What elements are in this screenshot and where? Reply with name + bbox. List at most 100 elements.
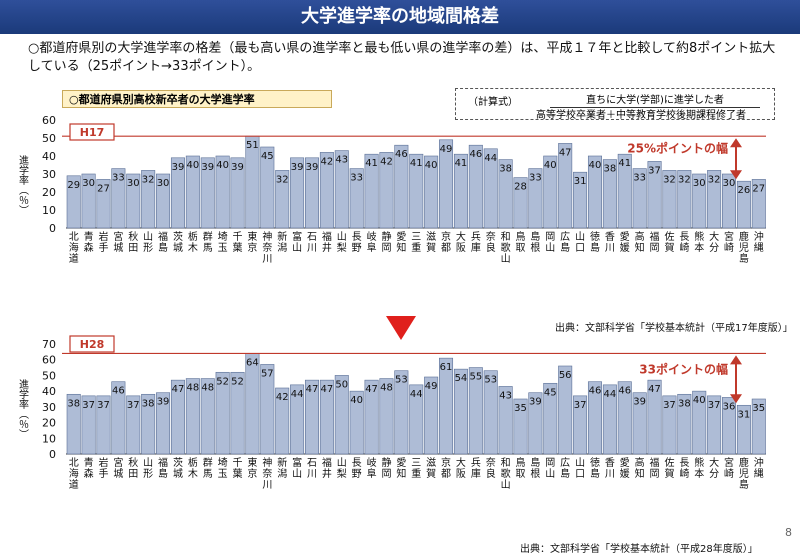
source-h17: 出典：文部科学省「学校基本統計（平成17年度版）」 — [555, 323, 793, 334]
bar — [185, 378, 200, 455]
data-label: 39 — [306, 162, 319, 173]
data-label: 32 — [678, 174, 691, 185]
data-label: 32 — [276, 174, 289, 185]
bar — [751, 398, 766, 455]
formula-box: （計算式） 直ちに大学(学部)に進学した者 高等学校卒業者＋中等教育学校後期課程… — [455, 88, 775, 121]
data-label: 41 — [365, 158, 378, 169]
bar — [275, 387, 290, 455]
data-label: 39 — [201, 162, 214, 173]
y-tick-label: 70 — [42, 338, 56, 351]
data-label: 46 — [469, 149, 482, 160]
data-label: 47 — [559, 147, 572, 158]
y-axis-label: 進学率（％） — [17, 379, 29, 439]
bar — [409, 153, 424, 229]
data-label: 49 — [440, 144, 453, 155]
bar — [126, 173, 141, 229]
data-label: 32 — [663, 174, 676, 185]
category-label: 宮崎 — [724, 456, 734, 480]
bar — [736, 180, 751, 229]
data-label: 37 — [663, 400, 676, 411]
data-label: 26 — [738, 185, 751, 196]
category-label: 福岡 — [650, 230, 660, 254]
y-tick-label: 30 — [42, 168, 56, 181]
category-label: 宮城 — [113, 456, 123, 480]
category-label: 群馬 — [203, 456, 213, 480]
category-label: 高知 — [635, 230, 645, 254]
data-label: 30 — [127, 178, 140, 189]
bar — [662, 395, 677, 455]
category-label: 長崎 — [679, 231, 689, 254]
bar — [513, 177, 528, 229]
y-tick-label: 20 — [42, 186, 56, 199]
data-label: 47 — [306, 384, 319, 395]
y-tick-label: 60 — [42, 114, 56, 127]
category-label: 千葉 — [233, 457, 243, 480]
data-label: 55 — [469, 372, 482, 383]
category-label: 福岡 — [650, 456, 660, 480]
category-label: 大阪 — [456, 230, 466, 254]
category-label: 大分 — [709, 456, 719, 480]
category-label: 鹿児島 — [739, 230, 749, 265]
data-label: 40 — [216, 160, 229, 171]
data-label: 44 — [484, 153, 497, 164]
summary-note: ○都道府県別の大学進学率の格差（最も高い県の進学率と最も低い県の進学率の差）は、… — [28, 41, 776, 74]
category-label: 島根 — [530, 230, 540, 254]
y-axis-label: 進学率（％） — [17, 155, 29, 215]
bar — [304, 157, 319, 229]
gap-arrow-head-up — [730, 138, 742, 148]
bar — [156, 392, 171, 455]
category-label: 奈良 — [486, 456, 496, 480]
data-label: 40 — [425, 160, 438, 171]
category-label: 愛媛 — [620, 456, 630, 480]
bar — [424, 155, 439, 229]
data-label: 57 — [261, 368, 274, 379]
category-label: 徳島 — [590, 456, 600, 480]
bar — [260, 146, 275, 229]
data-label: 33 — [529, 173, 542, 184]
category-label: 滋賀 — [426, 456, 436, 480]
bar — [513, 398, 528, 455]
data-label: 29 — [67, 180, 80, 191]
bar — [707, 170, 722, 229]
category-label: 秋田 — [128, 230, 138, 254]
category-label: 青森 — [84, 456, 94, 480]
category-label: 東京 — [247, 230, 257, 254]
bar — [558, 143, 573, 229]
category-label: 岐阜 — [367, 456, 377, 480]
bar — [543, 382, 558, 455]
y-tick-label: 40 — [42, 150, 56, 163]
data-label: 27 — [752, 183, 765, 194]
category-label: 熊本 — [694, 230, 704, 254]
gap-label: 33ポイントの幅 — [639, 361, 728, 376]
category-label: 山形 — [143, 231, 153, 254]
category-label: 栃木 — [188, 230, 198, 254]
bar — [617, 381, 632, 455]
bar — [141, 170, 156, 229]
data-label: 56 — [559, 370, 572, 381]
gap-label: 25%ポイントの幅 — [627, 141, 728, 156]
data-label: 39 — [291, 162, 304, 173]
category-label: 三重 — [411, 458, 421, 480]
data-label: 40 — [186, 160, 199, 171]
gap-arrow-head-down — [730, 394, 742, 404]
category-label: 静岡 — [381, 456, 391, 480]
year-label: H17 — [80, 126, 105, 139]
bar — [483, 148, 498, 229]
y-tick-label: 0 — [49, 222, 56, 235]
category-label: 石川 — [307, 458, 317, 480]
data-label: 33 — [350, 173, 363, 184]
data-label: 33 — [633, 173, 646, 184]
data-label: 48 — [201, 383, 214, 394]
chart-subheading: ○都道府県別高校新卒者の大学進学率 — [62, 90, 332, 108]
bar — [468, 367, 483, 455]
data-label: 32 — [142, 174, 155, 185]
data-label: 42 — [321, 156, 334, 167]
data-label: 39 — [633, 397, 646, 408]
category-label: 福井 — [322, 456, 332, 480]
data-label: 37 — [648, 165, 661, 176]
data-label: 37 — [708, 400, 721, 411]
data-label: 42 — [380, 156, 393, 167]
data-label: 49 — [425, 381, 438, 392]
data-label: 48 — [186, 383, 199, 394]
